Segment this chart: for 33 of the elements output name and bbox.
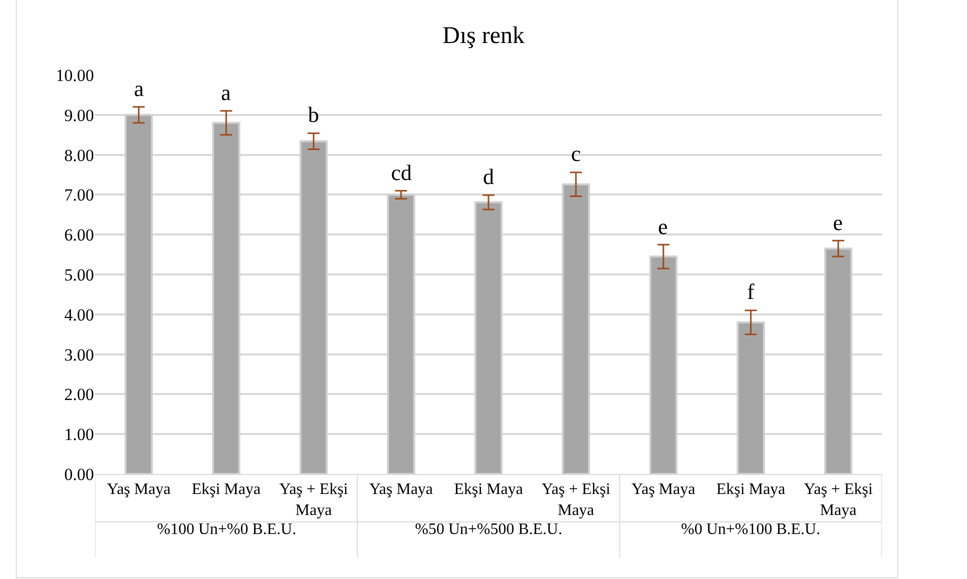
y-tick-label: 10.00 (56, 66, 94, 85)
text: %0 Un+%100 B.E.U. (681, 521, 820, 538)
chart-title: Dış renk (442, 22, 524, 49)
data-label: e (658, 214, 668, 239)
y-tick-label: 7.00 (64, 186, 94, 205)
x-tick-label: Yaş Maya (369, 481, 433, 498)
y-tick-label: 3.00 (64, 345, 94, 364)
y-tick-label: 5.00 (64, 265, 94, 284)
data-label: c (571, 141, 581, 166)
y-tick-label: 8.00 (64, 146, 94, 165)
x-tick-label: Ekşi Maya (716, 481, 786, 498)
x-tick-label: Ekşi Maya (454, 481, 523, 498)
x-tick-label: Yaş + Ekşi Maya (279, 481, 349, 519)
data-label: cd (391, 160, 412, 185)
x-tick-label: Ekşi Maya (192, 481, 261, 498)
data-label: d (483, 164, 494, 189)
x-tick-label: Yaş Maya (632, 481, 696, 498)
y-tick-label: 2.00 (64, 385, 94, 404)
y-tick-label: 4.00 (64, 305, 94, 324)
data-label: e (833, 210, 843, 235)
text: %50 Un+%500 B.E.U. (415, 521, 562, 538)
x-tick-label: Yaş Maya (106, 481, 171, 498)
data-label: a (134, 76, 144, 101)
data-label: b (308, 102, 319, 127)
y-tick-label: 1.00 (64, 425, 94, 444)
text: %100 Un+%0 B.E.U. (157, 521, 296, 538)
x-tick-label: Yaş + Ekşi Maya (804, 481, 874, 519)
data-label: f (747, 279, 755, 304)
x-tick-label: Yaş + Ekşi Maya (542, 481, 611, 519)
y-tick-label: 9.00 (64, 106, 94, 125)
data-label: a (221, 80, 231, 105)
y-tick-label: 6.00 (64, 226, 94, 245)
y-tick-label: 0.00 (64, 464, 94, 484)
